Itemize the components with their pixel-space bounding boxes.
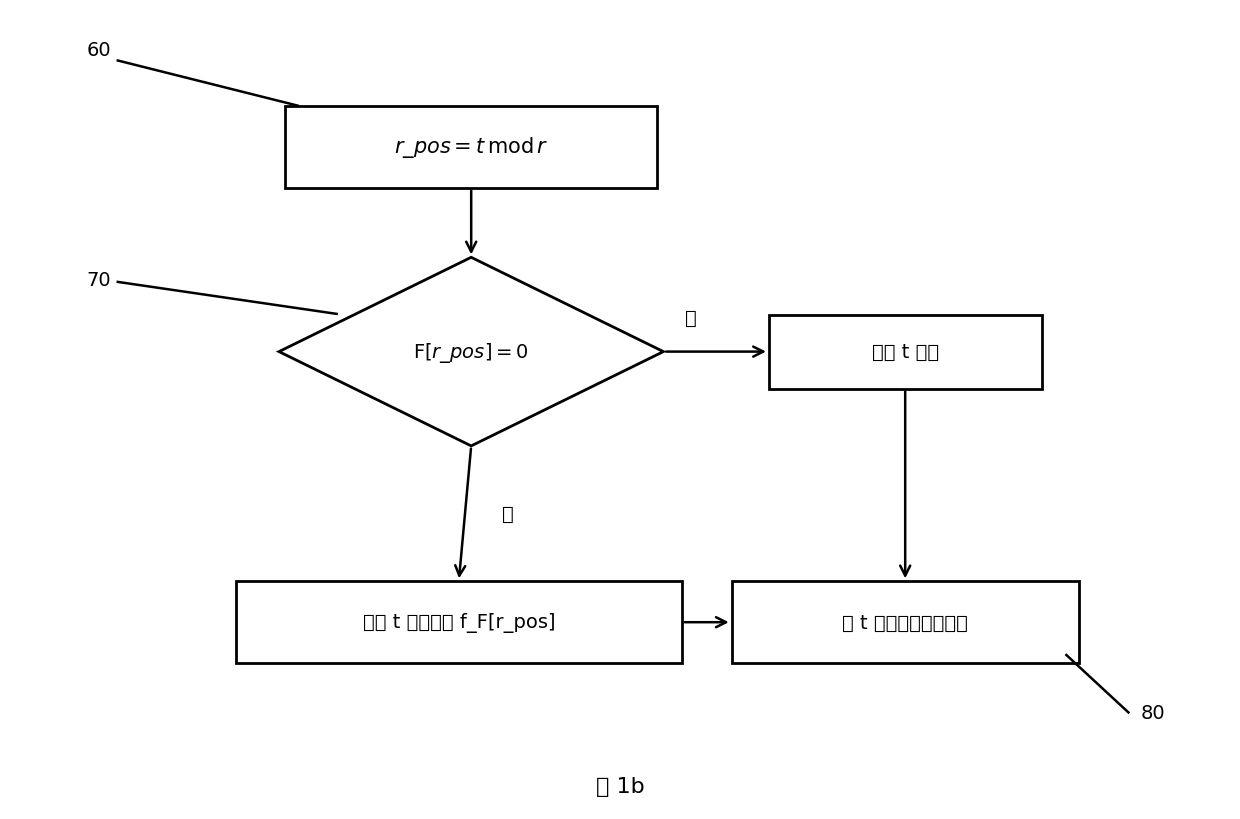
Text: 是: 是 [686,309,697,328]
Text: 图 1b: 图 1b [595,776,645,796]
Text: 70: 70 [87,270,112,289]
FancyBboxPatch shape [285,106,657,188]
Text: $r\_pos = t\,\mathrm{mod}\,r$: $r\_pos = t\,\mathrm{mod}\,r$ [394,135,548,160]
Text: 第 t 个时隙的调度结束: 第 t 个时隙的调度结束 [842,613,968,632]
FancyBboxPatch shape [732,581,1079,663]
Polygon shape [279,258,663,446]
Text: 否: 否 [502,505,513,523]
Text: 时隙 t 分配给流 f_F[r_pos]: 时隙 t 分配给流 f_F[r_pos] [362,613,556,632]
FancyBboxPatch shape [769,315,1042,389]
Text: 时隙 t 空闲: 时隙 t 空闲 [872,342,939,362]
Text: $\mathrm{F}[r\_pos] = 0$: $\mathrm{F}[r\_pos] = 0$ [413,340,529,364]
Text: 60: 60 [87,41,112,60]
FancyBboxPatch shape [236,581,682,663]
Text: 80: 80 [1141,703,1166,722]
